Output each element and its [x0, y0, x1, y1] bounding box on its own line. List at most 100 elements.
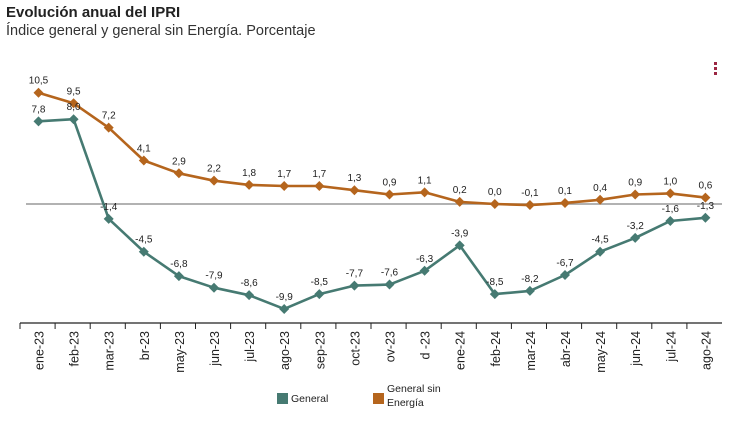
data-point-general[interactable] [489, 289, 500, 300]
data-point-general[interactable] [524, 285, 535, 296]
data-point-general[interactable] [314, 289, 325, 300]
data-point-sin-energia[interactable] [314, 180, 325, 191]
data-label-sin-energia: 1,7 [277, 169, 291, 180]
x-tick-label: may-24 [594, 331, 608, 373]
data-point-sin-energia[interactable] [209, 175, 219, 186]
data-label-sin-energia: 0,2 [453, 185, 467, 196]
data-point-general[interactable] [700, 212, 711, 223]
x-tick-label: feb-24 [489, 331, 503, 366]
data-point-sin-energia[interactable] [138, 155, 149, 166]
data-label-sin-energia: 1,1 [418, 175, 432, 186]
data-point-general[interactable] [454, 240, 465, 251]
data-point-general[interactable] [138, 246, 149, 257]
legend-item[interactable]: General sin Energía [373, 383, 441, 409]
data-label-sin-energia: 1,3 [347, 173, 361, 184]
data-label-general: -7,7 [346, 269, 364, 280]
data-label-general: -1,3 [697, 201, 715, 212]
data-label-general: 7,8 [32, 104, 46, 115]
x-tick-label: ago-23 [278, 331, 292, 370]
data-point-general[interactable] [209, 282, 219, 293]
data-point-general[interactable] [244, 290, 255, 301]
x-tick-label: jun-23 [208, 331, 222, 367]
data-label-general: 8,0 [67, 102, 81, 113]
data-point-sin-energia[interactable] [279, 180, 290, 191]
legend-swatch [373, 393, 384, 404]
data-label-sin-energia: 0,4 [593, 183, 607, 194]
x-tick-label: jul-23 [243, 331, 257, 363]
legend[interactable]: General General sin Energía [277, 383, 441, 409]
x-tick-label: mar-23 [103, 331, 117, 371]
data-point-sin-energia[interactable] [33, 87, 44, 98]
data-point-general[interactable] [68, 114, 79, 125]
chart-subtitle: Índice general y general sin Energía. Po… [6, 23, 316, 39]
data-point-sin-energia[interactable] [630, 189, 641, 200]
series-line-sin-energia [38, 91, 706, 207]
data-point-sin-energia[interactable] [489, 199, 500, 209]
data-point-sin-energia[interactable] [384, 189, 395, 200]
data-label-sin-energia: 0,6 [698, 181, 712, 192]
x-tick-label: jun-24 [629, 331, 643, 367]
x-tick-label: abr-24 [559, 331, 573, 367]
vertical-dots-icon[interactable] [711, 62, 719, 80]
data-label-general: -6,3 [416, 254, 434, 265]
data-labels: 7,8 8,0 -1,4 -4,5 -6,8 -7,9 -8,6 -9,9 -8,5 -7,7 -7… [29, 76, 715, 303]
legend-label: General [291, 393, 328, 405]
data-point-sin-energia[interactable] [349, 185, 360, 196]
data-point-sin-energia[interactable] [244, 179, 255, 190]
data-label-general: -1,4 [100, 202, 118, 213]
x-tick-label: may-23 [173, 331, 187, 373]
x-tick-label: ago-24 [699, 331, 713, 370]
data-point-general[interactable] [384, 279, 395, 290]
data-label-sin-energia: 2,2 [207, 164, 221, 175]
x-tick-label: ene-23 [33, 331, 47, 370]
data-point-sin-energia[interactable] [419, 187, 430, 198]
data-label-general: -6,8 [170, 259, 188, 270]
data-label-general: -7,6 [381, 268, 399, 279]
legend-label: General sin [387, 383, 441, 395]
x-tick-label: br-23 [138, 331, 152, 360]
series-layer [33, 87, 711, 314]
x-tick-label: oct-23 [348, 331, 362, 366]
data-label-sin-energia: 7,2 [102, 111, 116, 122]
data-label-sin-energia: 9,5 [67, 86, 81, 97]
data-label-general: -7,9 [205, 271, 223, 282]
data-point-general[interactable] [665, 215, 676, 226]
data-label-sin-energia: 0,1 [558, 186, 572, 197]
x-tick-label: jul-24 [664, 331, 678, 363]
legend-item[interactable]: General [277, 393, 328, 405]
x-tick-label: d -23 [419, 331, 433, 360]
data-point-general[interactable] [630, 232, 641, 243]
data-point-sin-energia[interactable] [700, 192, 711, 203]
data-point-general[interactable] [595, 246, 606, 257]
x-tick-label: sep-23 [313, 331, 327, 369]
data-point-general[interactable] [33, 116, 44, 127]
data-point-general[interactable] [103, 213, 114, 224]
x-tick-label: ene-24 [454, 331, 468, 370]
data-label-general: -6,7 [556, 258, 574, 269]
data-point-general[interactable] [349, 280, 360, 291]
x-tick-label: mar-24 [524, 331, 538, 371]
data-label-general: -8,5 [486, 277, 504, 288]
data-point-sin-energia[interactable] [103, 122, 114, 133]
data-label-sin-energia: 1,7 [312, 169, 326, 180]
data-point-sin-energia[interactable] [524, 200, 535, 211]
data-point-sin-energia[interactable] [173, 168, 184, 179]
series-line-general [38, 117, 706, 311]
data-point-sin-energia[interactable] [665, 188, 676, 199]
data-point-general[interactable] [173, 271, 184, 282]
data-label-sin-energia: 10,5 [29, 76, 49, 87]
x-axis: ene-23 feb-23 mar-23 br-23 may-23 jun-23 jul-2… [19, 203, 722, 373]
data-point-sin-energia[interactable] [595, 194, 606, 205]
data-point-sin-energia[interactable] [68, 98, 79, 109]
data-point-sin-energia[interactable] [454, 196, 465, 207]
data-point-general[interactable] [560, 270, 570, 281]
legend-swatch [277, 393, 288, 404]
data-label-sin-energia: 0,9 [383, 177, 397, 188]
data-point-general[interactable] [279, 303, 290, 314]
data-point-sin-energia[interactable] [560, 197, 570, 208]
data-label-sin-energia: 0,0 [488, 187, 502, 198]
data-point-general[interactable] [419, 265, 430, 276]
data-label-general: -3,9 [451, 228, 469, 239]
data-label-general: -1,6 [662, 204, 680, 215]
